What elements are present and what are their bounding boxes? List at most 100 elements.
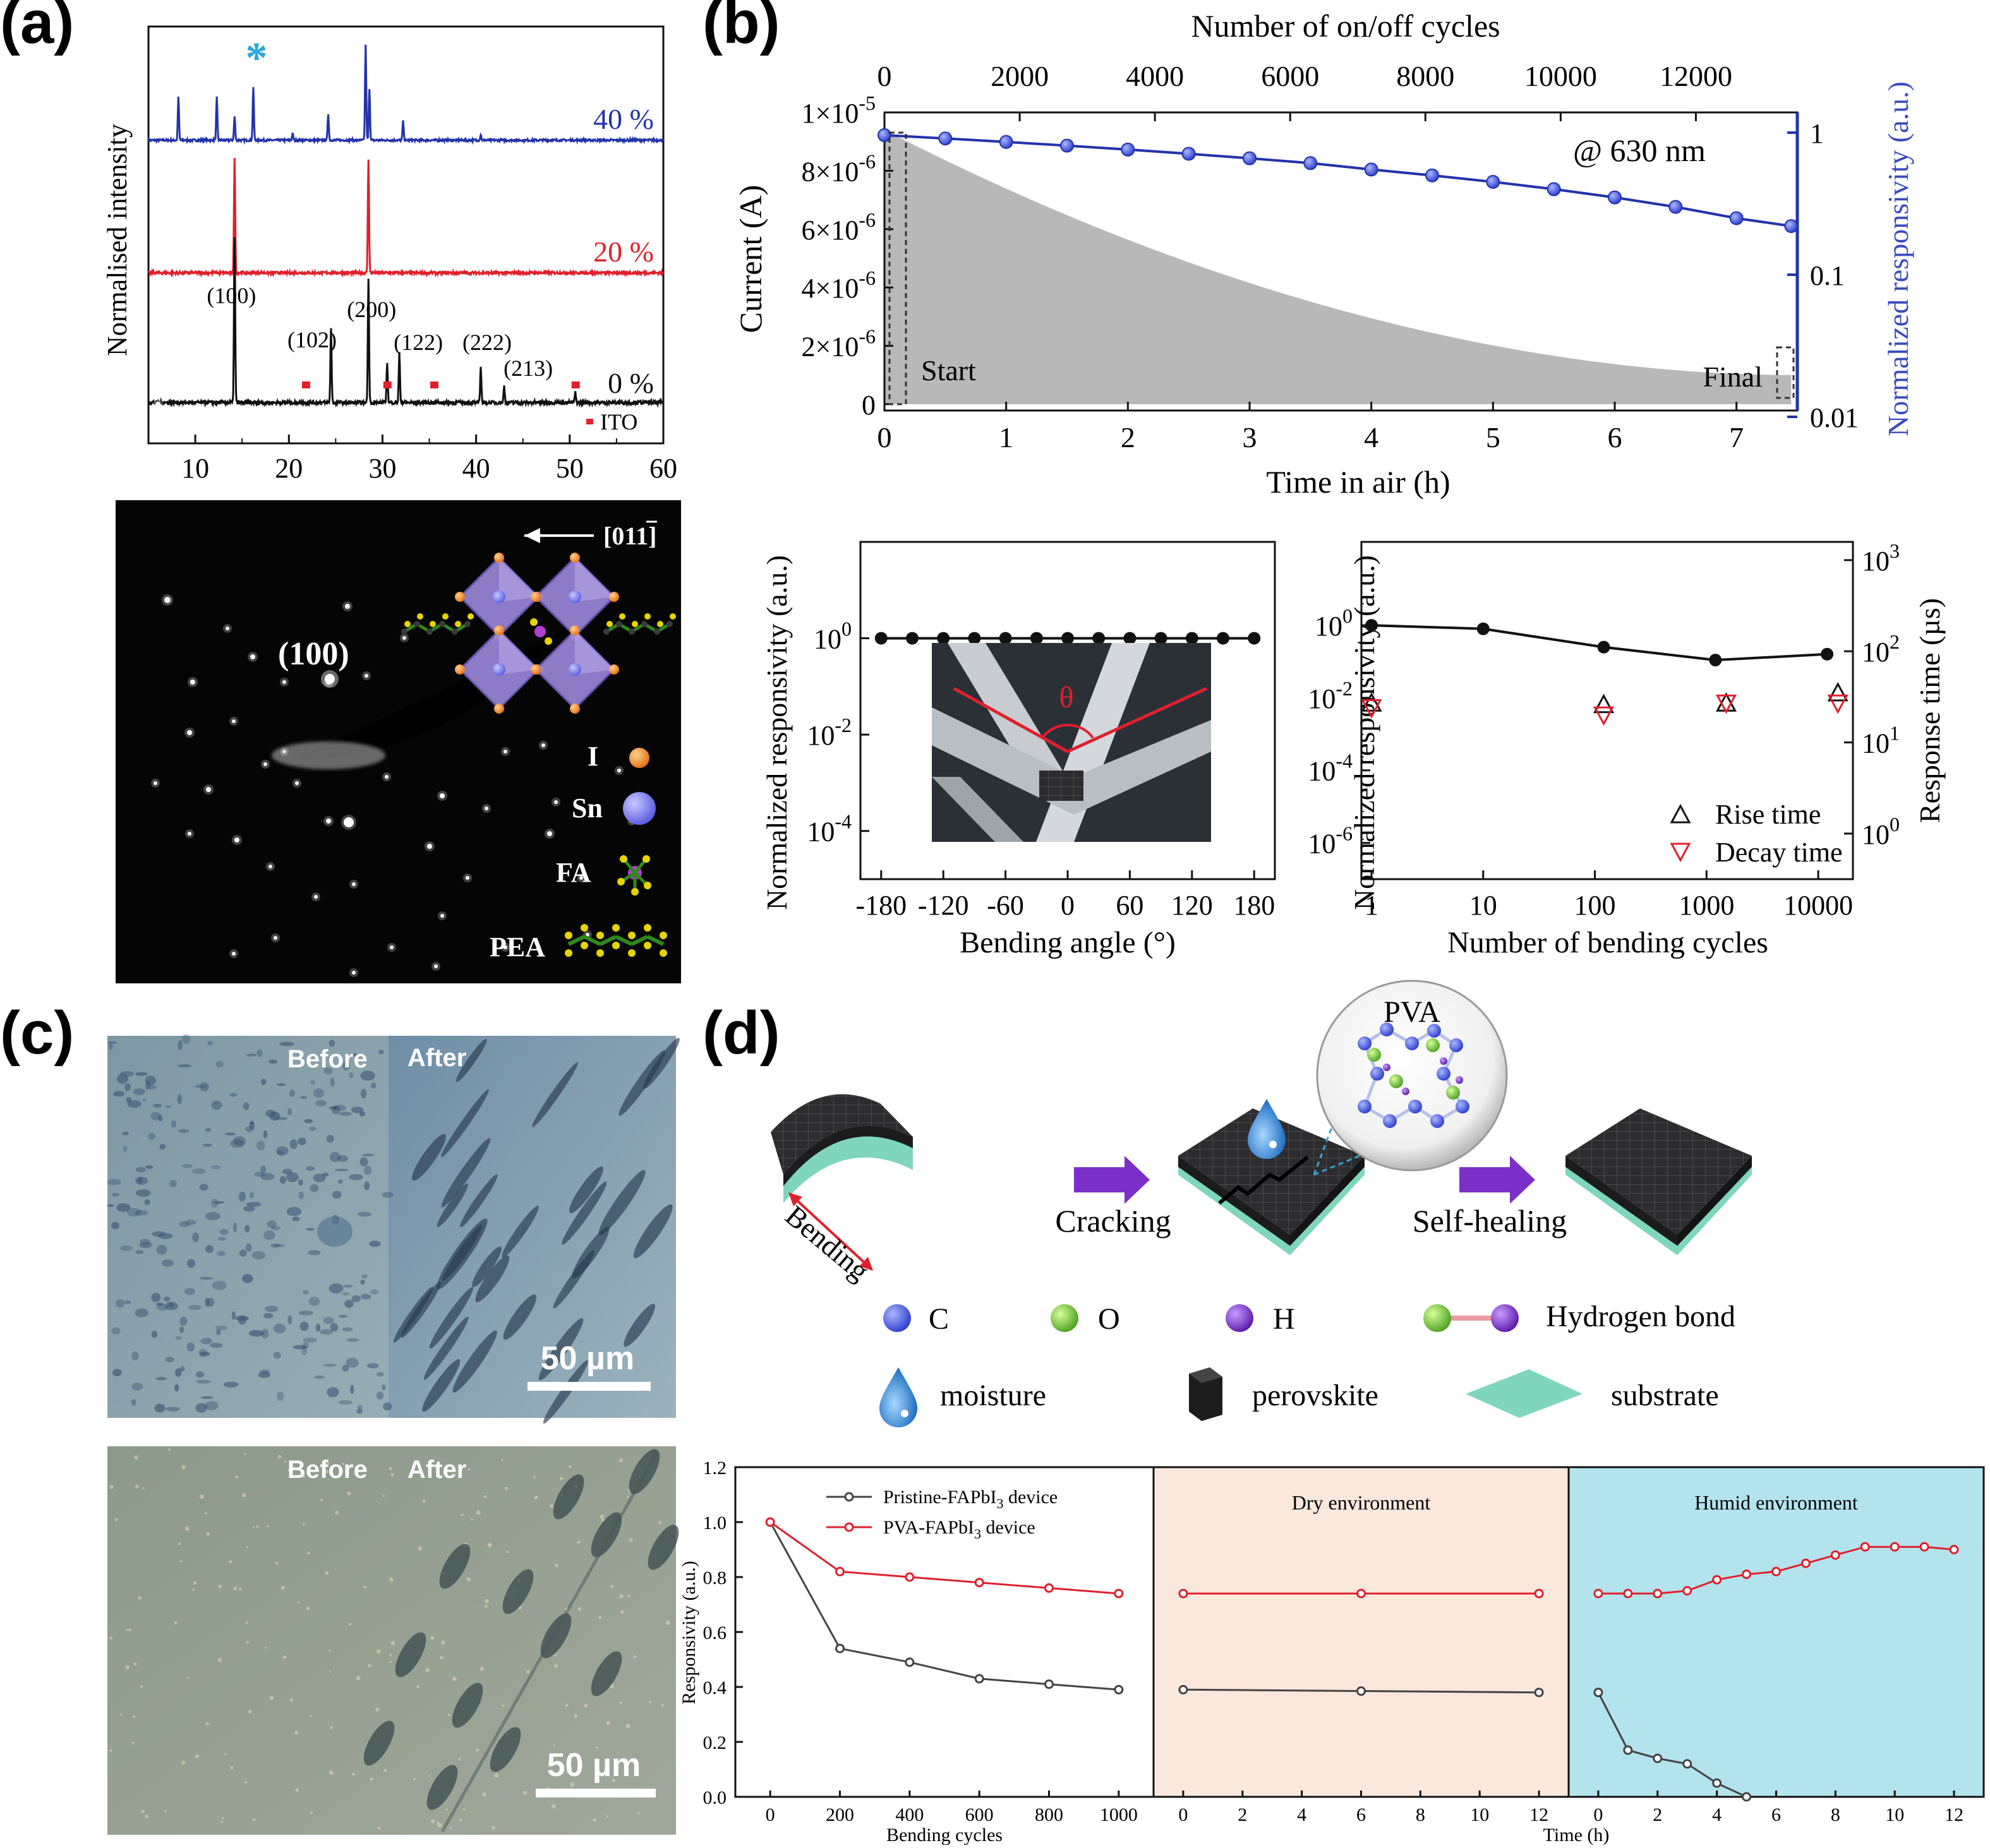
rise-time-marker <box>1593 693 1615 714</box>
i-atom <box>455 592 465 602</box>
micrograph-speck <box>329 1283 344 1294</box>
micrograph-speck <box>458 1758 461 1761</box>
pea-legend-atom <box>596 949 604 957</box>
micrograph-speck <box>289 1089 296 1097</box>
xrd-chart: Normalised intensity 10 20 30 40 50 60 40 % 20… <box>102 25 677 484</box>
pva-label: PVA <box>1384 995 1440 1029</box>
micrograph-speck <box>205 1297 210 1307</box>
micrograph-speck <box>637 1811 640 1815</box>
micrograph-speck <box>133 1088 145 1095</box>
perovskite-side <box>1178 1156 1290 1246</box>
h-atom <box>606 621 613 627</box>
scale-bar <box>536 1789 656 1797</box>
bending-cycles-point <box>1476 622 1490 635</box>
micrograph-speck <box>251 1251 266 1260</box>
ito-legend-label: ITO <box>600 409 637 435</box>
healing-series-point <box>1890 1542 1900 1552</box>
micrographs: Before After 50 µm Before After 50 µm <box>107 1034 680 1835</box>
moisture-legend-icon <box>879 1367 917 1427</box>
inset-strip <box>932 777 1023 842</box>
octahedron-face <box>575 630 614 675</box>
final-label: Final <box>1703 361 1763 393</box>
bending-cycles-point <box>1365 619 1378 632</box>
micrograph-speck <box>181 1760 186 1765</box>
pva-carbon-atom <box>1358 1100 1372 1113</box>
micrograph-speck <box>292 1216 300 1221</box>
pva-carbon-atom <box>1430 1114 1444 1128</box>
healing-series-point <box>1830 1550 1840 1560</box>
micrograph-speck <box>155 1377 167 1381</box>
stability-y2tick-label: 0.1 <box>1810 260 1845 291</box>
micrograph-speck <box>195 1403 207 1413</box>
micrograph-speck <box>315 1323 321 1332</box>
stability-xtick-label: 7 <box>1729 421 1744 453</box>
micrograph-speck <box>310 1080 315 1085</box>
micrograph-speck <box>131 1741 135 1744</box>
micrograph-speck <box>274 1244 285 1247</box>
stability-top-xtick-label: 0 <box>877 60 892 92</box>
saed-legend-label: FA <box>556 857 591 888</box>
c-atom <box>401 628 407 635</box>
micrograph-speck <box>131 1351 139 1360</box>
i-atom <box>609 592 619 602</box>
micrograph-speck <box>276 1083 286 1086</box>
micrograph-speck <box>199 1184 208 1191</box>
micrograph-crack <box>475 1255 510 1302</box>
stability-y2label: Normalized responsivity (a.u.) <box>1882 81 1914 436</box>
micrograph-speck <box>112 1369 122 1377</box>
micrograph-speck <box>425 1668 430 1672</box>
octahedron-face <box>499 630 538 675</box>
angle-lines <box>953 687 1208 753</box>
healing-series-point <box>1712 1575 1722 1585</box>
healing-series-line <box>769 1521 1119 1595</box>
micrograph-speck <box>132 1715 136 1719</box>
micrograph-crack <box>490 1727 521 1772</box>
micrograph-speck <box>357 1405 363 1410</box>
fa-legend-atom <box>642 855 650 863</box>
micrograph-speck <box>329 1770 334 1775</box>
diffraction-spot-core <box>504 945 507 949</box>
micrograph-speck <box>342 1462 345 1465</box>
diffraction-spot-core <box>156 453 160 457</box>
i-atom <box>531 592 541 602</box>
start-label: Start <box>921 354 976 387</box>
micrograph-speck <box>661 1704 664 1707</box>
micrograph-speck <box>241 1493 246 1497</box>
micrograph-speck <box>349 1173 363 1180</box>
micrograph-speck <box>309 1714 312 1717</box>
micrograph-speck <box>164 1302 179 1311</box>
angle-arc <box>1041 724 1094 739</box>
xrd-xtick-label: 10 <box>181 453 209 484</box>
diffraction-spot-core <box>234 837 239 843</box>
micrograph-speck <box>116 1074 128 1084</box>
bending-cycles-point <box>1709 654 1722 667</box>
moisture-legend-label: moisture <box>940 1379 1046 1412</box>
bending-angle-xtick-label: 120 <box>1171 890 1213 921</box>
micrograph-speck <box>360 1280 365 1285</box>
micrograph-speck <box>282 1168 292 1175</box>
diffraction-spot-core <box>344 817 354 827</box>
micrograph-speck <box>204 1401 219 1410</box>
micrograph-speck <box>600 1514 604 1519</box>
perovskite-side <box>1290 1156 1365 1246</box>
micrograph-crack <box>503 1294 537 1340</box>
micrograph-speck <box>294 1731 299 1735</box>
micrograph-speck <box>363 1585 366 1589</box>
healing-series-point <box>1534 1688 1544 1698</box>
micrograph-speck <box>184 1220 196 1225</box>
diffraction-spot-core <box>206 787 211 792</box>
micrograph-speck <box>268 1059 278 1064</box>
micrograph-speck <box>159 1144 166 1150</box>
before-label: Before <box>287 1045 368 1073</box>
stability-y2tick-label: 1 <box>1810 118 1824 149</box>
micrograph-speck <box>200 1082 209 1092</box>
responsivity-point <box>1243 151 1257 165</box>
micrograph-crack <box>543 1360 588 1424</box>
micrograph-speck <box>139 1242 153 1249</box>
micrograph-speck <box>215 1325 228 1331</box>
final-box <box>1776 346 1795 399</box>
micrograph-speck <box>280 1585 285 1590</box>
bending-angle-point <box>1092 632 1106 645</box>
bending-angle-point <box>968 632 981 645</box>
micrograph-speck <box>245 1243 252 1252</box>
